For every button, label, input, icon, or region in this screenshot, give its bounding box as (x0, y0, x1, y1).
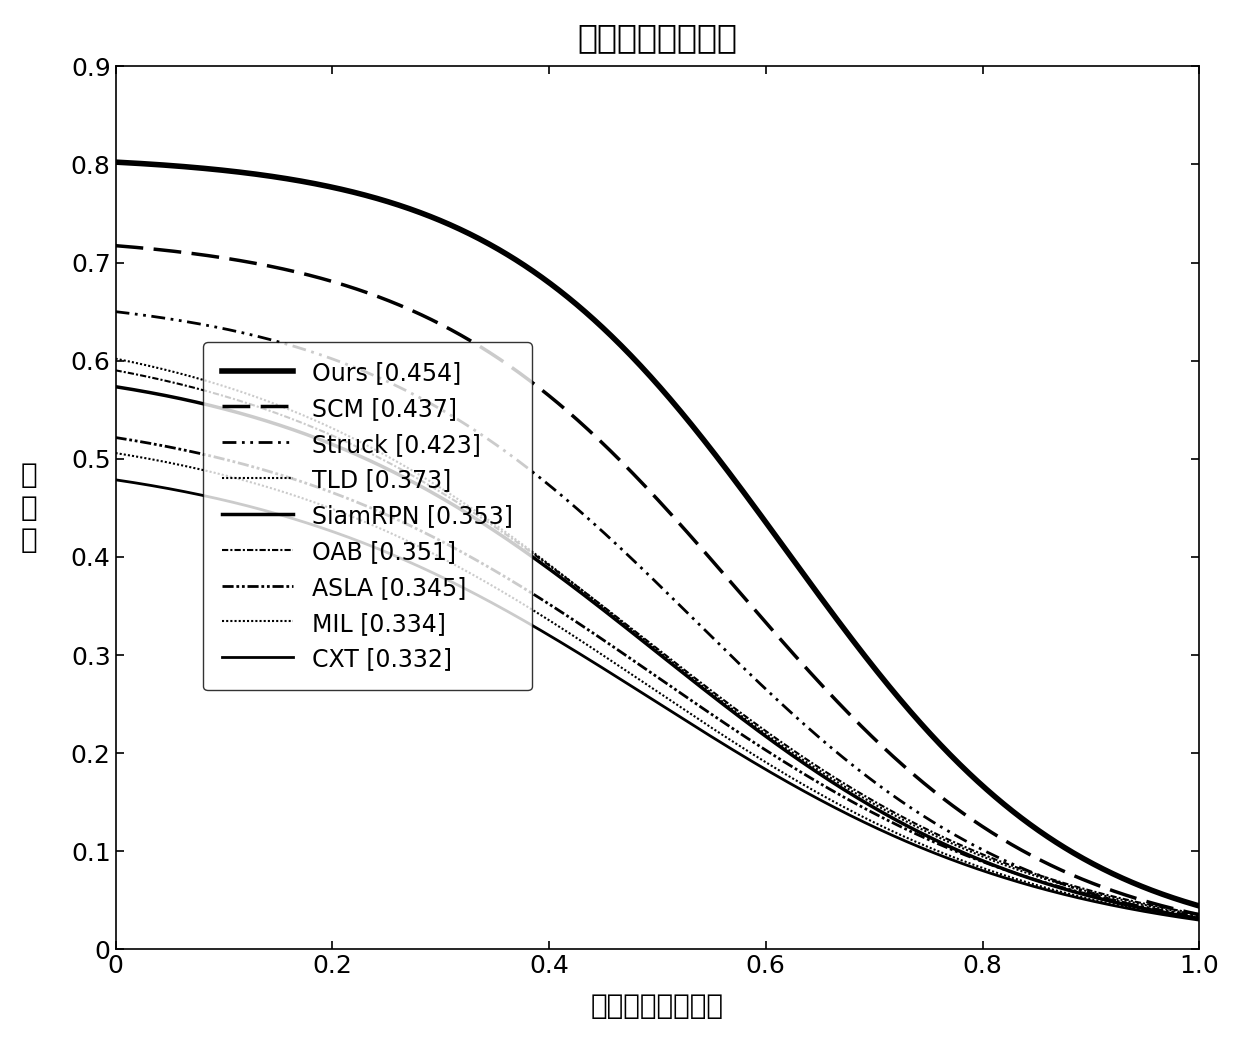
Legend: Ours [0.454], SCM [0.437], Struck [0.423], TLD [0.373], SiamRPN [0.353], OAB [0.: Ours [0.454], SCM [0.437], Struck [0.423… (203, 342, 532, 690)
Y-axis label: 成
功
率: 成 功 率 (21, 461, 37, 554)
Title: 成功率曲线对比图: 成功率曲线对比图 (578, 21, 738, 54)
X-axis label: 边界框重叠率阈值: 边界框重叠率阈值 (591, 992, 724, 1020)
